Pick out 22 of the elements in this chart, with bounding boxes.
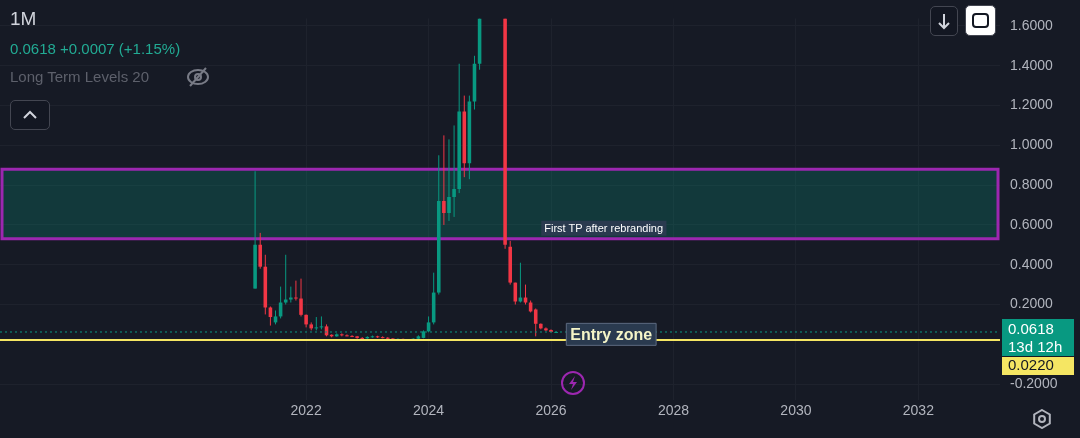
y-tick-label: 1.0000 bbox=[1010, 136, 1054, 153]
x-tick-label: 2024 bbox=[412, 402, 445, 419]
y-tick-label: -0.2000 bbox=[1010, 374, 1058, 391]
ref-line-label: 0.0618 13d 12h bbox=[1008, 320, 1063, 356]
annotation: Entry zone bbox=[570, 325, 653, 343]
ref-line-label: 0.0220 bbox=[1008, 356, 1054, 374]
band-label: First TP after rebranding bbox=[544, 221, 664, 234]
x-tick-label: 2032 bbox=[902, 402, 935, 419]
x-tick-label: 2028 bbox=[657, 402, 690, 419]
y-tick-label: 1.4000 bbox=[1010, 56, 1054, 73]
x-tick-label: 2026 bbox=[535, 402, 567, 419]
y-tick-label: 0.8000 bbox=[1010, 175, 1054, 192]
y-tick-label: 1.6000 bbox=[1010, 16, 1054, 33]
y-tick-label: 1.2000 bbox=[1010, 96, 1054, 113]
y-tick-label: 0.4000 bbox=[1010, 255, 1054, 272]
y-tick-label: 0.2000 bbox=[1010, 295, 1054, 312]
text: 0.0618 +0.0007 (+1.15%) bbox=[10, 40, 181, 57]
chart-title: 1M bbox=[10, 8, 37, 30]
annotation: Long Term Levels 20 bbox=[10, 68, 149, 85]
x-tick-label: 2030 bbox=[780, 402, 812, 419]
x-tick-label: 2022 bbox=[290, 402, 322, 419]
y-tick-label: 0.6000 bbox=[1010, 215, 1054, 232]
